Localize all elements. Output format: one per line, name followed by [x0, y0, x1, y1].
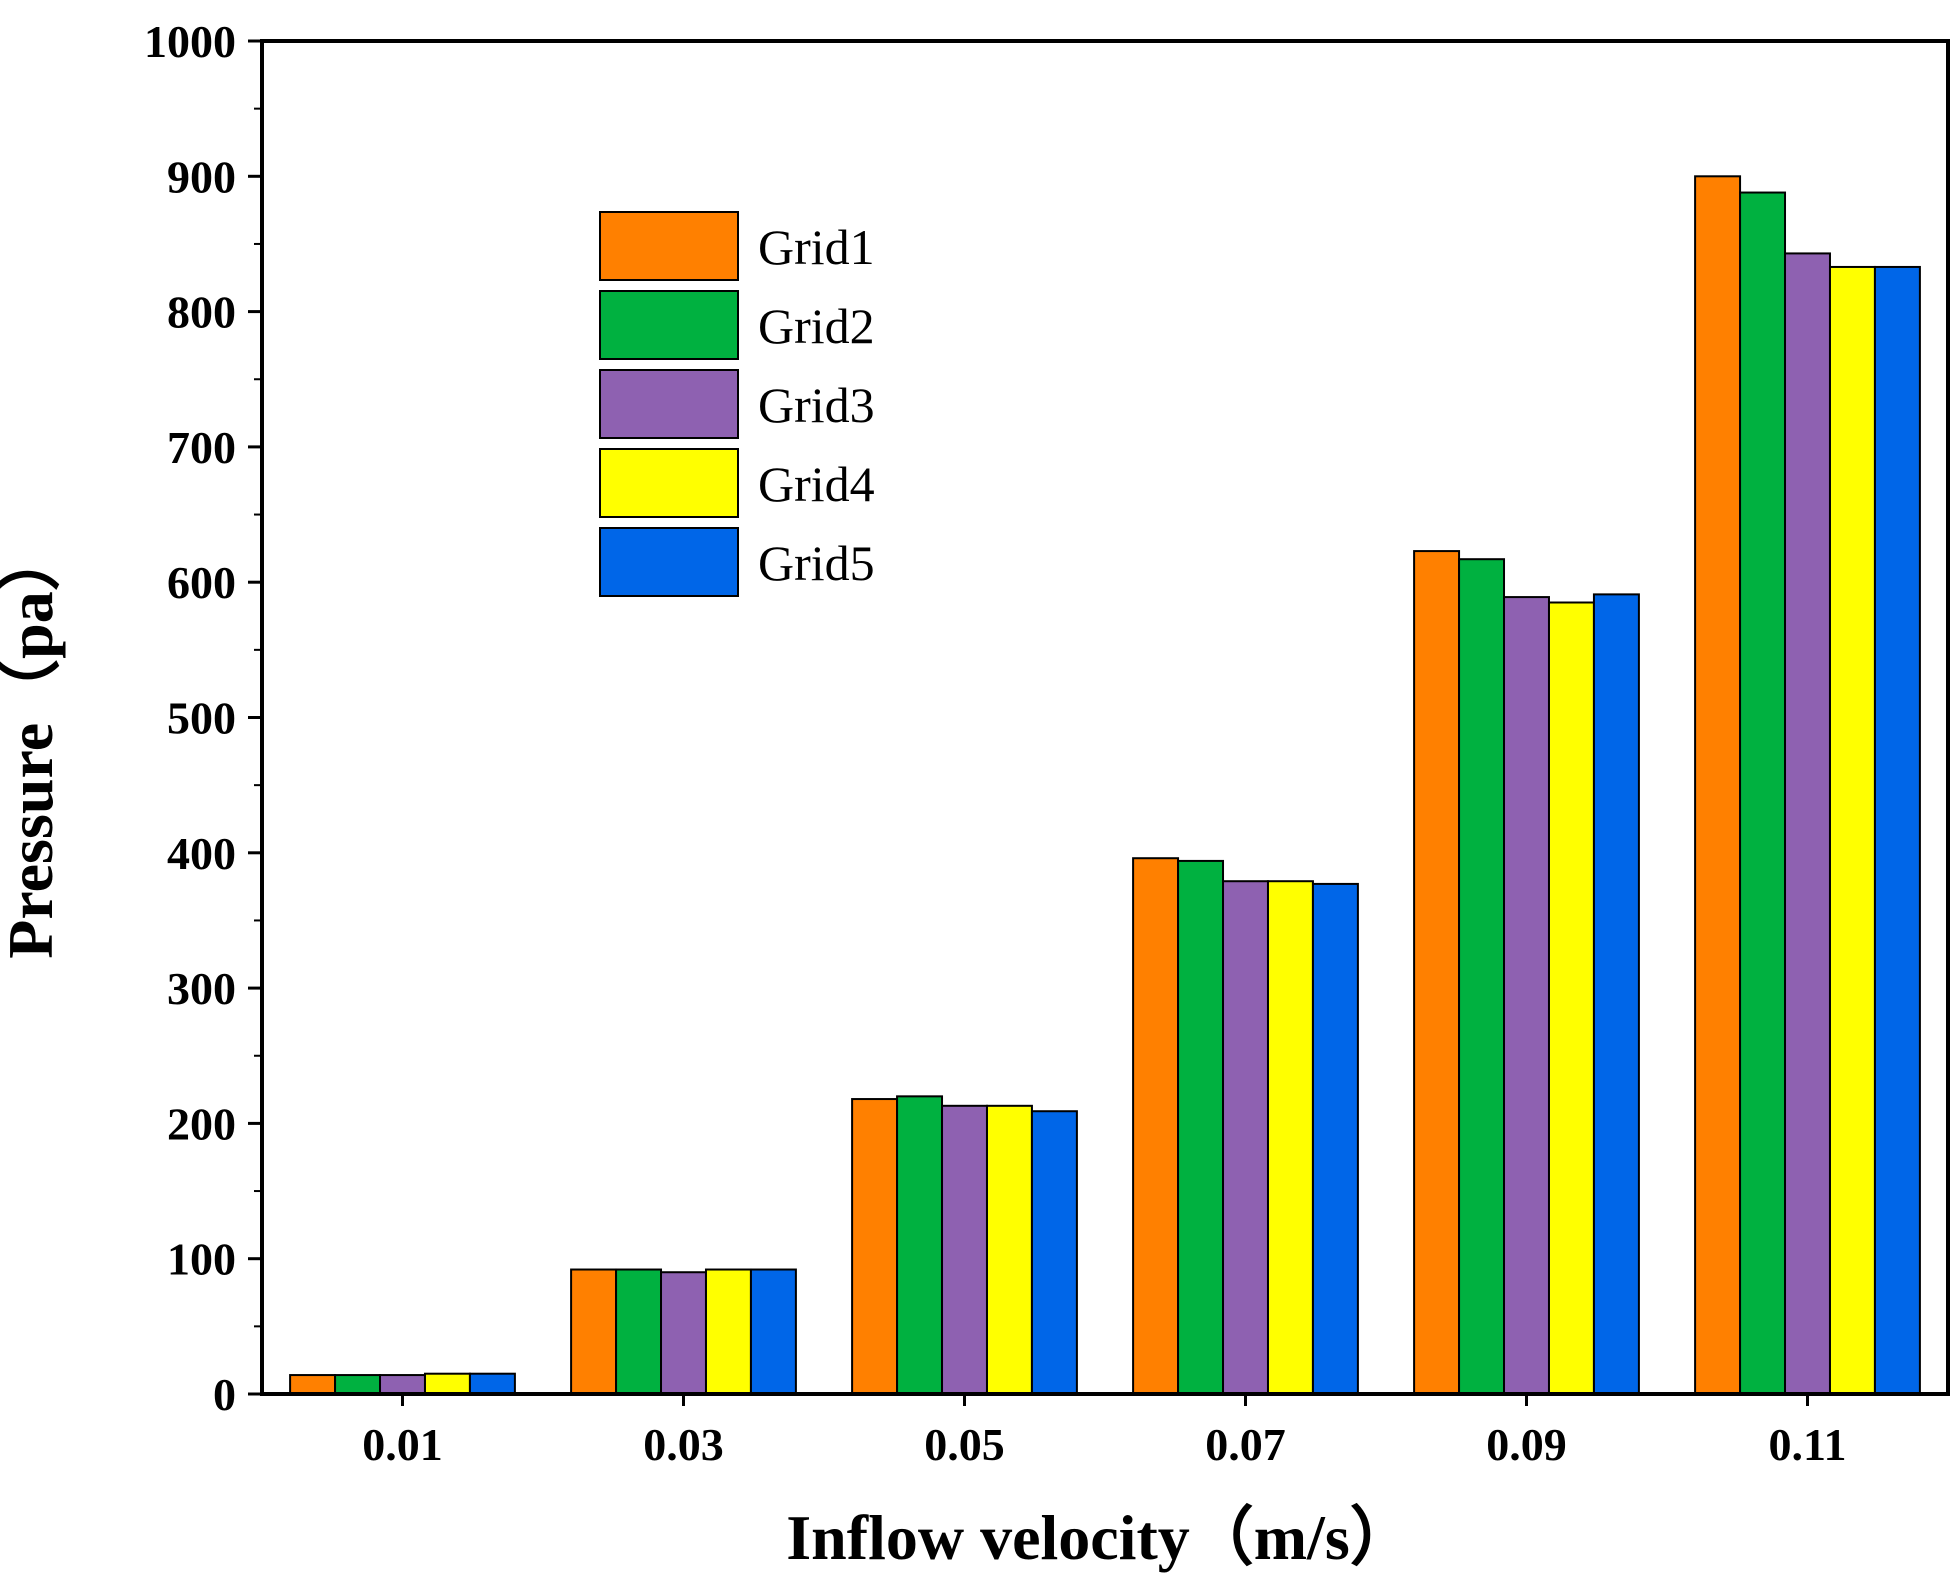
- bar-grid5-0.05: [1030, 1110, 1078, 1395]
- y-tick-label: 600: [167, 557, 236, 608]
- bar-grid4-0.01: [423, 1372, 471, 1395]
- bar-grid4-0.07: [1266, 880, 1314, 1395]
- bar-grid3-0.03: [660, 1271, 707, 1395]
- legend-swatch-grid2: [599, 290, 739, 360]
- bar-grid1-0.09: [1413, 550, 1461, 1395]
- bar-grid1-0.03: [570, 1268, 618, 1396]
- bar-grid4-0.03: [704, 1268, 752, 1396]
- bar-grid1-0.07: [1132, 857, 1180, 1395]
- bar-grid3-0.05: [941, 1104, 988, 1396]
- bar-grid5-0.03: [749, 1268, 797, 1396]
- x-tick-label: 0.05: [924, 1419, 1005, 1470]
- bar-grid1-0.01: [289, 1374, 337, 1396]
- y-tick-label: 800: [167, 287, 236, 338]
- y-tick-label: 200: [167, 1098, 236, 1149]
- legend-label-grid5: Grid5: [758, 535, 875, 591]
- x-tick-label: 0.09: [1486, 1419, 1567, 1470]
- bar-grid2-0.09: [1458, 558, 1506, 1395]
- y-tick-label: 100: [167, 1234, 236, 1285]
- bar-grid4-0.11: [1828, 265, 1876, 1396]
- y-tick-label: 0: [213, 1369, 236, 1420]
- bar-grid2-0.03: [615, 1268, 663, 1396]
- bar-grid2-0.05: [896, 1095, 944, 1395]
- legend-label-grid3: Grid3: [758, 377, 875, 433]
- legend-label-grid1: Grid1: [758, 219, 875, 275]
- bar-grid2-0.07: [1177, 859, 1225, 1395]
- bar-grid2-0.11: [1739, 191, 1787, 1395]
- bar-grid5-0.09: [1592, 593, 1640, 1395]
- bar-grid5-0.07: [1311, 882, 1359, 1395]
- axes-layer: 0.01 0.03 0.05 0.07 0.09 0.11 0 100 200 300 400 500…: [144, 16, 1950, 1470]
- y-tick-label: 900: [167, 151, 236, 202]
- bar-grid4-0.09: [1547, 601, 1595, 1395]
- y-tick-label: 1000: [144, 16, 236, 67]
- legend: Grid1 Grid2 Grid3 Grid4 Grid5: [599, 211, 875, 597]
- bar-grid1-0.11: [1694, 175, 1742, 1395]
- bar-grid2-0.01: [334, 1374, 382, 1396]
- legend-swatch-grid4: [599, 448, 739, 518]
- bar-grid5-0.11: [1873, 265, 1921, 1396]
- bar-grid3-0.11: [1784, 252, 1831, 1395]
- bar-grid3-0.01: [379, 1374, 426, 1396]
- legend-swatch-grid1: [599, 211, 739, 281]
- bars-layer: [289, 175, 1921, 1396]
- x-tick-label: 0.03: [643, 1419, 724, 1470]
- y-axis-title: Pressure（pa）: [0, 527, 66, 958]
- legend-label-grid4: Grid4: [758, 456, 875, 512]
- y-tick-label: 300: [167, 963, 236, 1014]
- bar-grid3-0.07: [1222, 880, 1269, 1395]
- legend-swatch-grid5: [599, 527, 739, 597]
- y-tick-label: 400: [167, 828, 236, 879]
- bar-grid1-0.05: [851, 1098, 899, 1396]
- x-tick-label: 0.01: [362, 1419, 443, 1470]
- x-axis-title: Inflow velocity（m/s）: [786, 1502, 1414, 1573]
- bar-grid5-0.01: [468, 1372, 516, 1395]
- y-tick-label: 700: [167, 422, 236, 473]
- bar-grid4-0.05: [985, 1104, 1033, 1396]
- bar-grid3-0.09: [1503, 596, 1550, 1395]
- legend-swatch-grid3: [599, 369, 739, 439]
- x-tick-label: 0.11: [1769, 1419, 1847, 1470]
- legend-label-grid2: Grid2: [758, 298, 875, 354]
- y-tick-label: 500: [167, 693, 236, 744]
- x-tick-label: 0.07: [1205, 1419, 1286, 1470]
